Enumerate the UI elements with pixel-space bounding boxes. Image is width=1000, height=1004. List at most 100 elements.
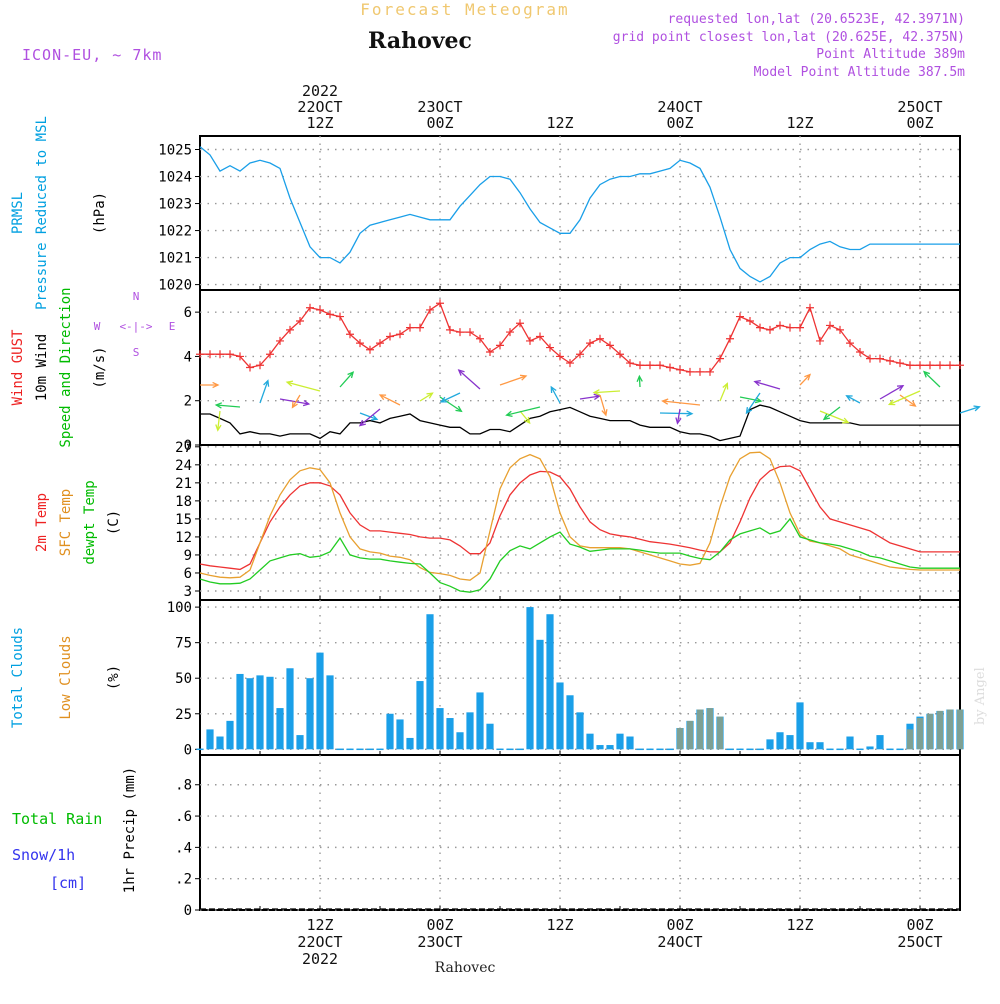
gust-marker: [246, 363, 254, 372]
gust-marker: [686, 367, 694, 376]
precip-label-snow: Snow/1h: [12, 846, 75, 864]
gust-marker: [556, 352, 564, 361]
wind-vector: [959, 406, 980, 414]
cloud-bar: [576, 712, 584, 750]
cloud-bar: [596, 745, 604, 750]
series-line-temperature-1: [199, 451, 960, 581]
panel-label-temperature: (C): [106, 510, 122, 535]
ytick-label-temperature: 9: [184, 548, 192, 564]
wind-vector-head: [302, 399, 311, 407]
cloud-bar: [786, 735, 794, 750]
gust-marker: [926, 361, 934, 370]
cloud-bar: [476, 692, 484, 750]
wind-vector-head: [896, 384, 905, 391]
time-label-bottom: 22OCT: [297, 933, 342, 951]
gust-marker: [196, 350, 204, 359]
wind-vector-head: [636, 374, 643, 383]
cloud-bar: [816, 742, 824, 750]
gust-marker: [506, 328, 514, 337]
wind-vector-head: [593, 393, 601, 401]
ytick-label-temperature: 6: [184, 566, 192, 582]
gust-marker: [896, 359, 904, 368]
panel-label-temperature: 2m Temp: [34, 493, 50, 552]
gust-marker: [436, 299, 444, 308]
wind-vector: [359, 412, 378, 420]
gust-marker: [306, 303, 314, 312]
gust-marker: [776, 321, 784, 330]
gridpoint-coords: grid point closest lon,lat (20.625E, 42.…: [613, 30, 965, 45]
cloud-bar: [416, 681, 424, 750]
series-line-pressure-0: [199, 146, 960, 283]
compass-w: W: [94, 320, 101, 333]
cloud-bar: [606, 745, 614, 750]
gust-marker: [406, 323, 414, 332]
cloud-bar: [386, 713, 394, 750]
cloud-bar: [276, 708, 284, 750]
wind-vector-head: [215, 424, 222, 432]
cloud-bar: [586, 733, 594, 750]
wind-vector: [923, 371, 941, 388]
panel-label-precip: 1hr Precip (mm): [122, 767, 138, 893]
cloud-bar: [266, 676, 274, 750]
gust-marker: [476, 334, 484, 343]
gust-marker: [816, 336, 824, 345]
gust-marker: [376, 339, 384, 348]
ytick-label-precip: .2: [175, 872, 192, 888]
wind-vector: [339, 371, 354, 388]
wind-vector: [823, 406, 841, 420]
wind-vector: [739, 396, 762, 402]
cloud-bar: [296, 735, 304, 750]
gust-marker: [316, 305, 324, 314]
time-label-bottom: 2022: [302, 950, 338, 968]
panel-label-clouds: Low Clouds: [58, 635, 74, 719]
ytick-label-wind: 6: [184, 305, 192, 321]
wind-vector: [279, 398, 309, 405]
gust-marker: [626, 359, 634, 368]
wind-vector: [662, 400, 701, 406]
gust-marker: [546, 343, 554, 352]
time-label-bottom: 12Z: [546, 916, 573, 934]
time-label-top: 24OCT: [657, 98, 702, 116]
ytick-label-precip: 0: [184, 903, 192, 919]
ytick-label-pressure: 1025: [158, 143, 192, 159]
gust-marker: [656, 361, 664, 370]
gust-marker: [876, 354, 884, 363]
gust-marker: [796, 323, 804, 332]
gust-marker: [346, 330, 354, 339]
ytick-label-temperature: 15: [175, 512, 192, 528]
wind-vector: [379, 394, 401, 406]
panel-frame-pressure: [199, 135, 961, 291]
ytick-label-pressure: 1020: [158, 278, 192, 294]
wind-vector-head: [661, 398, 669, 405]
time-label-bottom: 12Z: [786, 916, 813, 934]
gust-marker: [946, 361, 954, 370]
time-label-bottom: 25OCT: [897, 933, 942, 951]
location-name: Rahovec: [368, 28, 472, 54]
wind-vector-head: [370, 414, 379, 421]
wind-vector-head: [822, 413, 831, 421]
gust-marker: [206, 350, 214, 359]
time-label-top: 12Z: [306, 114, 333, 132]
wind-vector: [719, 383, 728, 402]
wind-vector-head: [675, 417, 682, 425]
wind-vector: [799, 374, 811, 386]
time-label-top: 00Z: [666, 114, 693, 132]
gust-marker: [396, 330, 404, 339]
cloud-bar: [226, 720, 234, 750]
wind-vector-head: [923, 370, 931, 378]
ytick-label-clouds: 25: [175, 707, 192, 723]
gust-marker: [726, 334, 734, 343]
gust-marker: [216, 350, 224, 359]
time-label-bottom: 00Z: [666, 916, 693, 934]
wind-vector: [419, 392, 433, 402]
gust-marker: [606, 341, 614, 350]
wind-vector: [819, 410, 849, 424]
wind-vector-head: [909, 400, 917, 407]
cloud-bar: [766, 739, 774, 750]
cloud-bar: [396, 719, 404, 750]
wind-vector: [440, 392, 461, 403]
wind-vector: [754, 381, 781, 390]
time-label-bottom: 24OCT: [657, 933, 702, 951]
wind-vector-head: [505, 410, 513, 418]
series-line-temperature-2: [199, 517, 960, 593]
